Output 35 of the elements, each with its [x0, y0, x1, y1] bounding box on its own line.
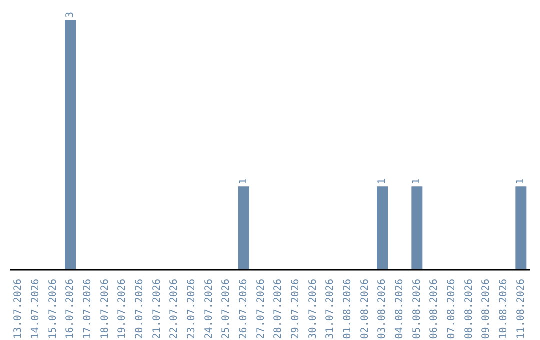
data-label: 1: [516, 178, 527, 185]
x-tick-label: 20.07.2026: [134, 279, 146, 340]
x-tick-label: 24.07.2026: [204, 279, 215, 340]
x-tick-label: 14.07.2026: [30, 279, 42, 340]
x-tick-label: 08.08.2026: [464, 279, 475, 340]
x-tick-label: 31.07.2026: [325, 279, 336, 340]
x-tick-label: 09.08.2026: [481, 279, 492, 340]
x-tick-label: 05.08.2026: [412, 279, 423, 340]
x-tick-label: 02.08.2026: [360, 279, 371, 340]
x-tick-label: 26.07.2026: [238, 279, 250, 340]
x-tick-label: 15.07.2026: [48, 279, 59, 340]
data-label: 1: [377, 178, 388, 185]
data-label: 3: [65, 12, 76, 18]
x-tick-label: 07.08.2026: [446, 279, 458, 340]
x-tick-label: 22.07.2026: [169, 279, 180, 340]
x-tick-label: 25.07.2026: [221, 279, 232, 340]
x-tick-label: 30.07.2026: [308, 279, 319, 340]
x-tick-label: 06.08.2026: [429, 279, 440, 340]
x-tick-label: 01.08.2026: [342, 279, 354, 340]
x-tick-label: 27.07.2026: [256, 279, 267, 340]
x-tick-label: 10.08.2026: [498, 279, 510, 340]
x-tick-label: 19.07.2026: [117, 279, 128, 340]
data-label: 1: [238, 178, 250, 185]
x-tick-label: 28.07.2026: [273, 279, 284, 340]
x-tick-label: 04.08.2026: [394, 279, 406, 340]
x-tick-label: 11.08.2026: [516, 279, 527, 340]
x-tick-label: 21.07.2026: [152, 279, 163, 340]
data-label: 1: [412, 178, 423, 185]
x-tick-label: 03.08.2026: [377, 279, 388, 340]
x-tick-label: 23.07.2026: [186, 279, 198, 340]
x-tick-label: 16.07.2026: [65, 279, 76, 340]
x-tick-label: 17.07.2026: [82, 279, 94, 340]
x-tick-label: 18.07.2026: [100, 279, 111, 340]
x-tick-label: 29.07.2026: [290, 279, 302, 340]
x-tick-label: 13.07.2026: [13, 279, 24, 340]
